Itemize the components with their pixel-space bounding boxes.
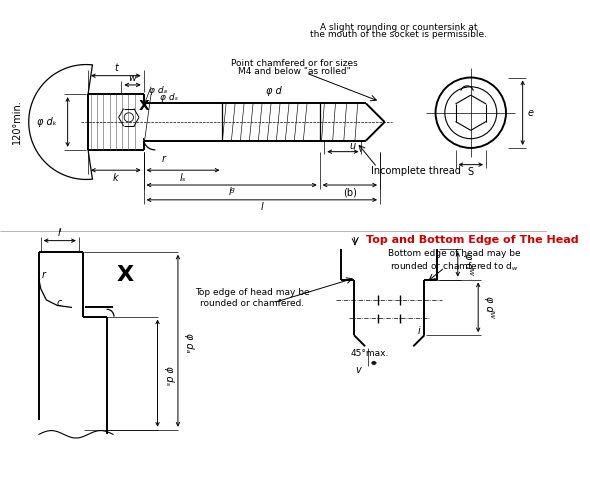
Text: Bottom edge of head may be
rounded or chamfered to d$_w$: Bottom edge of head may be rounded or ch… — [388, 249, 520, 273]
Text: lᵍ: lᵍ — [228, 187, 235, 197]
Text: i: i — [418, 327, 420, 336]
Text: φ dₖ: φ dₖ — [37, 117, 57, 127]
Text: φ d: φ d — [266, 86, 281, 96]
Text: X: X — [138, 99, 149, 113]
Text: v: v — [352, 235, 358, 245]
Text: Point chamfered or for sizes: Point chamfered or for sizes — [231, 59, 358, 68]
Text: φ dᵂ: φ dᵂ — [463, 253, 473, 275]
Text: u: u — [349, 141, 355, 151]
Text: lₛ: lₛ — [180, 172, 186, 182]
Text: 45°max.: 45°max. — [350, 349, 389, 358]
Text: t: t — [114, 63, 118, 73]
Text: X: X — [117, 265, 134, 285]
Text: φ dₐ: φ dₐ — [149, 86, 168, 95]
Text: φ dₛ: φ dₛ — [164, 366, 174, 385]
Text: φ dₛ: φ dₛ — [160, 93, 178, 102]
Text: r: r — [41, 270, 45, 280]
Text: Top and Bottom Edge of The Head: Top and Bottom Edge of The Head — [366, 235, 579, 245]
Text: Incomplete thread: Incomplete thread — [371, 166, 461, 176]
Text: r: r — [162, 154, 166, 164]
Text: M4 and below "as rolled": M4 and below "as rolled" — [238, 67, 351, 76]
Text: S: S — [468, 167, 474, 177]
Text: (b): (b) — [343, 187, 357, 197]
Text: l: l — [260, 202, 263, 212]
Text: φ dₐ: φ dₐ — [185, 333, 195, 353]
Text: A slight rounding or countersink at: A slight rounding or countersink at — [320, 23, 477, 32]
Text: the mouth of the socket is permissible.: the mouth of the socket is permissible. — [310, 30, 487, 39]
Text: φ dᵂ: φ dᵂ — [484, 296, 494, 318]
Text: 120°min.: 120°min. — [12, 99, 22, 144]
Text: w: w — [129, 74, 136, 83]
Text: e: e — [527, 108, 533, 118]
Text: Top edge of head may be
rounded or chamfered.: Top edge of head may be rounded or chamf… — [195, 288, 309, 308]
Text: lⁱ: lⁱ — [57, 228, 62, 238]
Text: c: c — [57, 298, 62, 308]
Text: v: v — [356, 365, 362, 375]
Text: k: k — [113, 172, 119, 182]
